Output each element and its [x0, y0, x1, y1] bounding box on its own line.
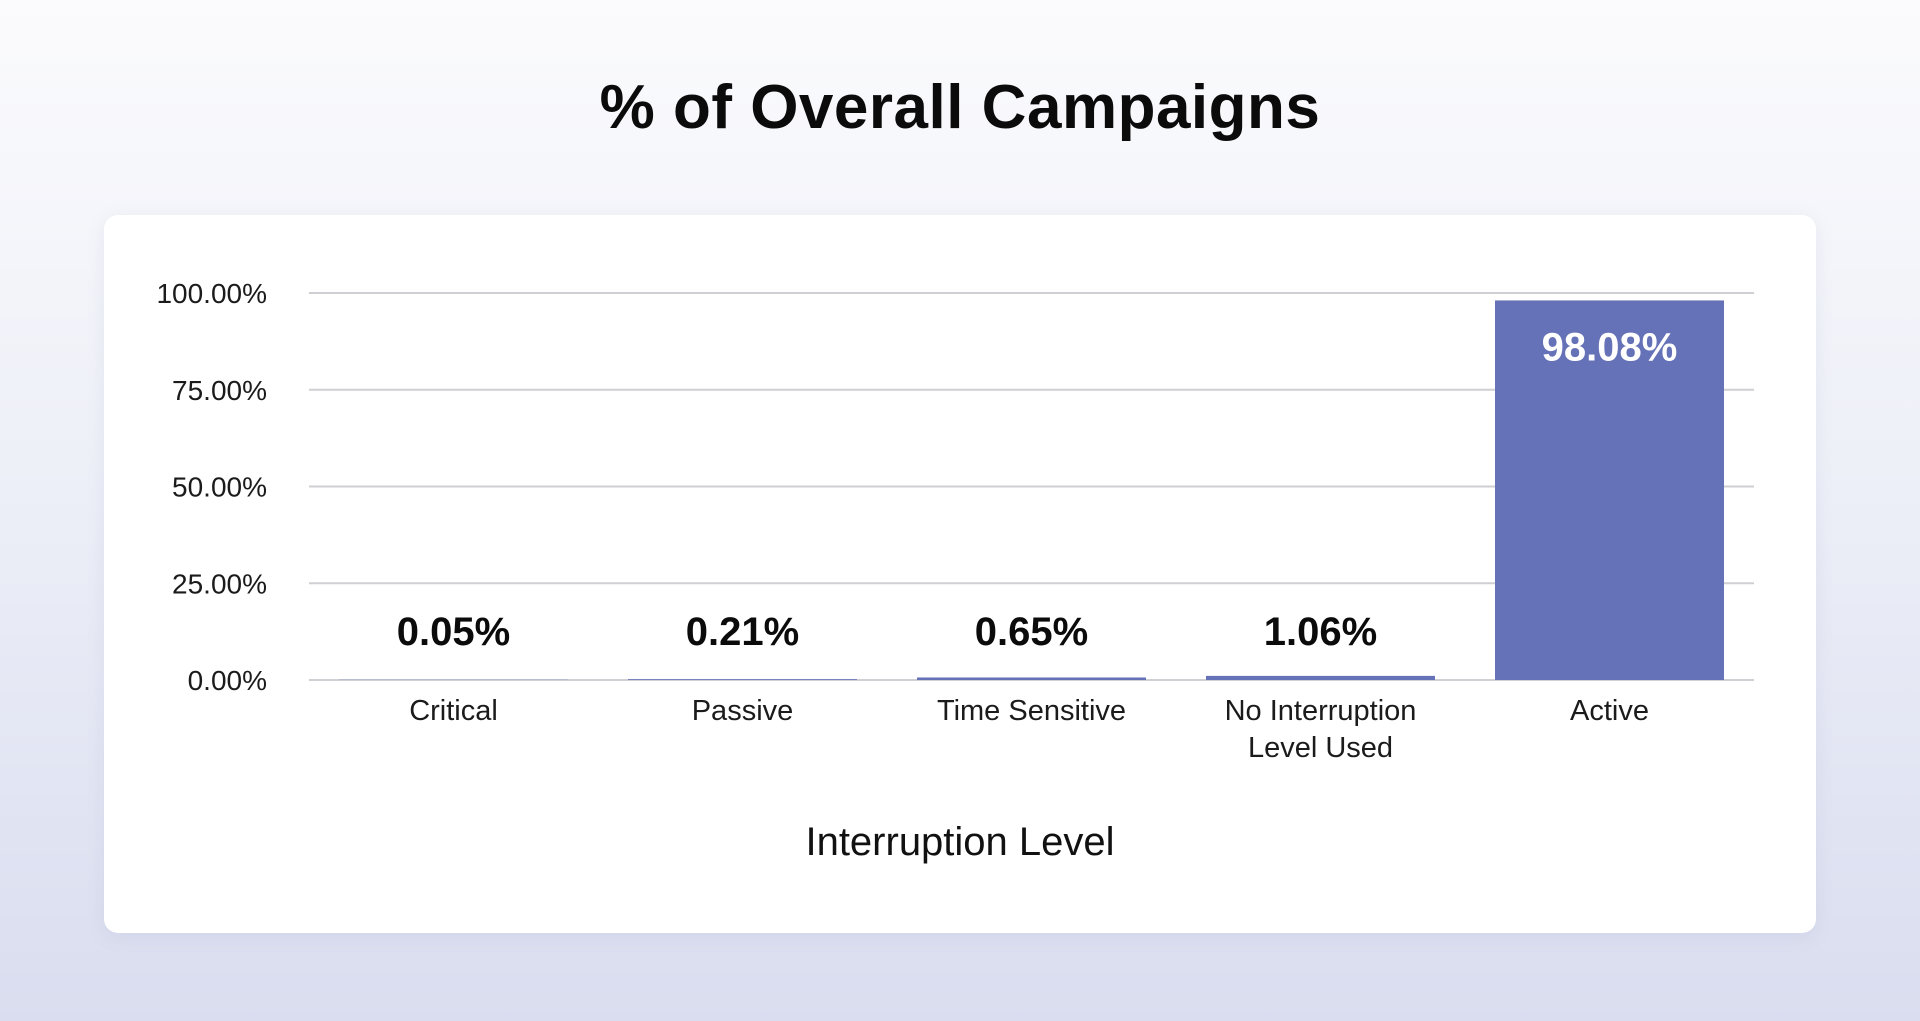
data-label: 0.21% [686, 610, 799, 654]
bar-chart: 0.00% 25.00% 50.00% 75.00% 100.00% 0.05% 0.21… [156, 278, 1754, 864]
x-category-label: Passive [692, 695, 794, 727]
y-tick-label: 75.00% [172, 375, 267, 406]
x-category-label-line: Time Sensitive [937, 695, 1126, 727]
x-category-label: Critical [409, 695, 498, 727]
data-label: 1.06% [1264, 610, 1377, 654]
x-category-label-line: Passive [692, 695, 794, 727]
x-axis-categories: Critical Passive Time Sensitive No Interrup… [409, 695, 1649, 764]
data-labels: 0.05% 0.21% 0.65% 1.06% 98.08% [397, 325, 1678, 654]
bars [339, 300, 1724, 680]
chart-title: % of Overall Campaigns [599, 73, 1321, 142]
x-axis-title: Interruption Level [805, 820, 1114, 864]
y-tick-label: 50.00% [172, 472, 267, 503]
y-axis-ticks: 0.00% 25.00% 50.00% 75.00% 100.00% [156, 278, 267, 696]
bar [917, 677, 1146, 680]
y-tick-label: 100.00% [156, 278, 267, 309]
y-tick-label: 0.00% [188, 665, 267, 696]
bar [628, 679, 857, 680]
data-label: 98.08% [1542, 325, 1678, 369]
x-category-label: Time Sensitive [937, 695, 1126, 727]
data-label: 0.65% [975, 610, 1088, 654]
x-category-label: No Interruption Level Used [1225, 695, 1417, 764]
x-category-label-line: Level Used [1248, 732, 1393, 764]
y-tick-label: 25.00% [172, 568, 267, 599]
x-category-label-line: Active [1570, 695, 1649, 727]
bar [1206, 675, 1435, 680]
data-label: 0.05% [397, 610, 510, 654]
bar [1495, 300, 1724, 680]
x-category-label-line: Critical [409, 695, 498, 727]
x-category-label-line: No Interruption [1225, 695, 1417, 727]
x-category-label: Active [1570, 695, 1649, 727]
chart-card: 0.00% 25.00% 50.00% 75.00% 100.00% 0.05% 0.21… [104, 215, 1816, 933]
